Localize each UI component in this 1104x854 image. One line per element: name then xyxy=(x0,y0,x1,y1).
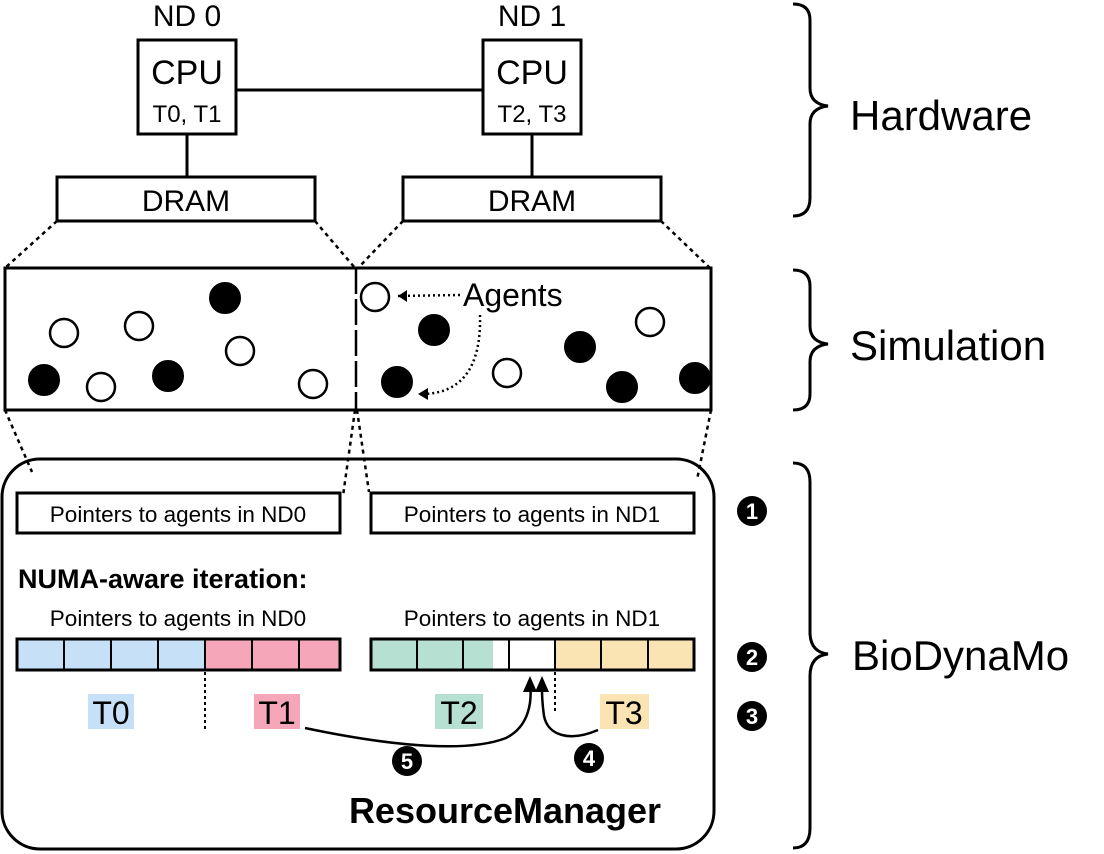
agent xyxy=(85,371,117,403)
svg-text:5: 5 xyxy=(401,749,413,774)
layer-label-simulation: Simulation xyxy=(850,322,1046,369)
node-label-nd1: ND 1 xyxy=(498,0,566,33)
dram-label-nd1: DRAM xyxy=(488,185,576,218)
pointers-box-nd1 xyxy=(369,491,696,535)
cpu-box-nd1 xyxy=(481,38,583,136)
step-marker-3: 3 xyxy=(737,701,767,731)
agents-arrowhead-top xyxy=(398,290,407,302)
agents-arrow-top xyxy=(395,293,461,298)
array-outline xyxy=(369,637,696,672)
agent xyxy=(152,360,184,392)
thread-label-t0: T0 xyxy=(92,695,129,731)
agent xyxy=(297,368,329,400)
array-segment-t1 xyxy=(205,639,340,670)
agents-arrowhead-bottom xyxy=(418,388,428,400)
node-label-nd0: ND 0 xyxy=(153,0,221,33)
agent xyxy=(28,364,60,396)
biodynamo-container xyxy=(0,457,716,851)
agent xyxy=(606,371,638,403)
agent xyxy=(224,335,256,367)
steal-arrowhead-t1 xyxy=(523,676,537,692)
step-marker-1: 1 xyxy=(737,496,767,526)
agent xyxy=(209,282,241,314)
agents-open xyxy=(48,281,666,403)
thread-label-t3: T3 xyxy=(605,695,642,731)
thread-badge-t2-bg xyxy=(435,694,483,729)
svg-text:2: 2 xyxy=(746,645,758,670)
steal-arrowhead-t3 xyxy=(535,676,549,692)
svg-text:3: 3 xyxy=(746,704,758,729)
thread-badge-t1-bg xyxy=(254,694,300,729)
agent xyxy=(359,281,391,313)
array-segment-t3 xyxy=(555,639,694,670)
resource-manager-label: ResourceManager xyxy=(349,790,661,831)
iteration-title: NUMA-aware iteration: xyxy=(18,564,308,594)
cpu-threads-nd0: T0, T1 xyxy=(153,101,222,128)
array-outline xyxy=(15,637,342,672)
agent xyxy=(491,357,523,389)
cpu-threads-nd1: T2, T3 xyxy=(498,101,567,128)
step-marker-5: 5 xyxy=(392,746,422,776)
pointers-label-nd0: Pointers to agents in ND0 xyxy=(50,502,306,527)
simulation-brace xyxy=(792,268,829,412)
cpu-label-nd1: CPU xyxy=(496,54,568,92)
cpu-box-nd0 xyxy=(136,38,238,136)
pointer-array-nd1 xyxy=(369,637,696,672)
svg-text:1: 1 xyxy=(746,499,758,524)
array-label-nd1: Pointers to agents in ND1 xyxy=(404,606,660,631)
agent xyxy=(123,310,155,342)
agents-filled xyxy=(28,282,711,403)
pointers-box-nd0 xyxy=(15,491,342,535)
agents-label: Agents xyxy=(463,277,563,313)
thread-badge-t3-bg xyxy=(600,694,649,729)
pointers-label-nd1: Pointers to agents in ND1 xyxy=(404,502,660,527)
thread-label-t2: T2 xyxy=(440,695,477,731)
thread-badge-t0-bg xyxy=(88,694,134,729)
zoom-lines-simulation xyxy=(3,409,713,497)
steal-arrow-t1 xyxy=(304,683,532,748)
layer-label-hardware: Hardware xyxy=(850,92,1032,139)
dram-box-nd1 xyxy=(401,175,663,223)
agent xyxy=(634,306,666,338)
pointer-array-nd0 xyxy=(15,637,342,672)
step-marker-4: 4 xyxy=(574,743,604,773)
cpu-label-nd0: CPU xyxy=(151,54,223,92)
agent xyxy=(381,366,413,398)
agent xyxy=(418,314,450,346)
agents-arrow-bottom xyxy=(423,314,482,396)
array-segment-t2 xyxy=(371,639,493,670)
hardware-brace xyxy=(792,2,829,218)
dram-box-nd0 xyxy=(55,175,317,223)
zoom-lines-dram xyxy=(4,220,711,269)
array-label-nd0: Pointers to agents in ND0 xyxy=(50,606,306,631)
steal-arrow-t3 xyxy=(540,683,599,738)
agent xyxy=(48,317,80,349)
thread-label-t1: T1 xyxy=(258,695,295,731)
agent xyxy=(564,331,596,363)
dram-label-nd0: DRAM xyxy=(142,185,230,218)
layer-label-biodynamo: BioDynaMo xyxy=(852,632,1069,679)
biodynamo-brace xyxy=(792,461,829,850)
svg-text:4: 4 xyxy=(583,746,596,771)
step-marker-2: 2 xyxy=(737,642,767,672)
agent xyxy=(679,362,711,394)
